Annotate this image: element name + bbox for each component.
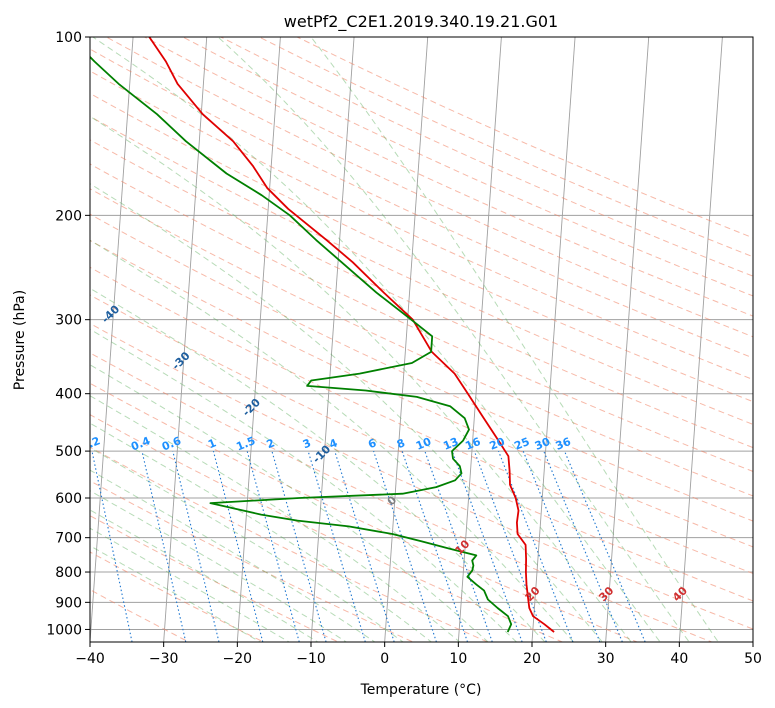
moist-adiabat-line — [90, 395, 461, 642]
mixing-ratio-label: 16 — [463, 435, 482, 453]
dry-adiabat-line — [90, 70, 753, 381]
y-tick-label: 200 — [55, 208, 82, 224]
x-tick-label: 10 — [449, 651, 467, 667]
dry-adiabat-line — [90, 589, 190, 642]
dry-adiabat-line — [90, 382, 639, 642]
x-tick-label: 0 — [380, 651, 389, 667]
mixing-ratio-line — [271, 450, 327, 642]
mixing-ratio-line — [246, 450, 300, 642]
x-tick-label: −40 — [75, 651, 105, 667]
moist-adiabat-line — [310, 37, 719, 642]
dry-adiabat-line — [90, 266, 753, 575]
dry-adiabat-line — [90, 480, 415, 642]
isotherm-line — [457, 37, 502, 642]
y-tick-label: 300 — [55, 313, 82, 329]
dry-adiabat-line — [90, 322, 753, 630]
dry-adiabat-line — [90, 414, 564, 642]
mixing-ratio-line — [307, 450, 366, 642]
plot-frame — [89, 36, 754, 643]
isotherm-line — [384, 37, 429, 642]
dewpoint-profile-line — [90, 55, 513, 633]
chart-title: wetPf2_C2E1.2019.340.19.21.G01 — [284, 12, 558, 32]
y-tick-label: 700 — [55, 531, 82, 547]
moist-adiabat-line — [90, 527, 291, 642]
mixing-ratio-line — [424, 450, 493, 642]
y-tick-label: 400 — [55, 387, 82, 403]
x-tick-label: 30 — [597, 651, 615, 667]
x-tick-label: −20 — [223, 651, 253, 667]
mixing-ratio-line — [373, 450, 437, 642]
moist-adiabat-line — [90, 364, 489, 642]
isotherm-line — [605, 37, 650, 642]
mixing-ratio-label: 10 — [414, 435, 433, 453]
mixing-ratio-label: 3 — [301, 436, 313, 451]
y-tick-label: 800 — [55, 565, 82, 581]
moist-adiabat-line — [90, 509, 319, 642]
y-tick-label: 500 — [55, 444, 82, 460]
y-tick-label: 600 — [55, 491, 82, 507]
dry-adiabat-line — [90, 115, 753, 425]
x-tick-label: 20 — [523, 651, 541, 667]
temperature-profile-line — [148, 37, 555, 633]
moist-adiabat-line — [90, 183, 603, 642]
moist-adiabat-line — [217, 37, 690, 642]
isotherm-line — [310, 37, 355, 642]
x-tick-label: −30 — [149, 651, 179, 667]
isotherm-line — [678, 37, 723, 642]
mixing-ratio-line — [401, 450, 469, 642]
moist-adiabat-line — [92, 37, 661, 642]
dry-adiabat-line — [90, 294, 753, 602]
moist-adiabat-line — [90, 490, 348, 642]
y-axis-label: Pressure (hPa) — [12, 290, 28, 390]
mixing-ratio-line — [563, 450, 646, 642]
mixing-ratio-line — [141, 450, 187, 642]
y-tick-label: 900 — [55, 595, 82, 611]
mixing-ratio-line — [451, 450, 523, 642]
y-tick-label: 1000 — [46, 622, 82, 638]
mixing-ratio-label: 20 — [488, 435, 507, 453]
y-tick-label: 100 — [55, 30, 82, 46]
x-tick-label: 40 — [670, 651, 688, 667]
dry-adiabat-line — [105, 37, 753, 338]
moist-adiabat-line — [90, 115, 632, 642]
mixing-ratio-label: 36 — [554, 435, 573, 453]
dry-adiabat-line — [90, 213, 753, 522]
plot-area — [90, 37, 753, 642]
moist-adiabat-line — [90, 545, 262, 642]
mixing-ratio-line — [543, 450, 623, 642]
isotherm-line — [163, 37, 208, 642]
isotherm-line — [531, 37, 576, 642]
mixing-ratio-label: 30 — [533, 435, 552, 453]
dry-adiabat-line — [90, 446, 489, 642]
dry-adiabat-line — [90, 139, 753, 449]
mixing-ratio-label: 13 — [441, 435, 460, 453]
mixing-ratio-line — [334, 450, 395, 642]
mixing-ratio-label: 1 — [206, 436, 218, 451]
x-axis-label: Temperature (°C) — [360, 682, 482, 698]
dry-adiabat-line — [181, 37, 753, 297]
mixing-ratio-label: 2 — [265, 436, 277, 451]
mixing-ratio-label: 25 — [512, 435, 531, 453]
mixing-ratio-label: 8 — [395, 436, 407, 451]
axes: −40 −30 −20 −10 0 10 20 30 40 50 100 200 300 400 500 60… — [46, 30, 762, 667]
mixing-ratio-line — [91, 450, 133, 642]
isotherm-line — [236, 37, 281, 642]
dry-adiabat-line — [90, 551, 265, 642]
moist-adiabat-line — [90, 239, 575, 642]
mixing-ratio-line — [172, 450, 220, 642]
x-tick-label: −10 — [296, 651, 326, 667]
moist-adiabat-line — [90, 447, 404, 642]
x-tick-label: 50 — [744, 651, 762, 667]
isotherm-line — [90, 37, 134, 642]
mixing-ratio-line — [212, 450, 264, 642]
